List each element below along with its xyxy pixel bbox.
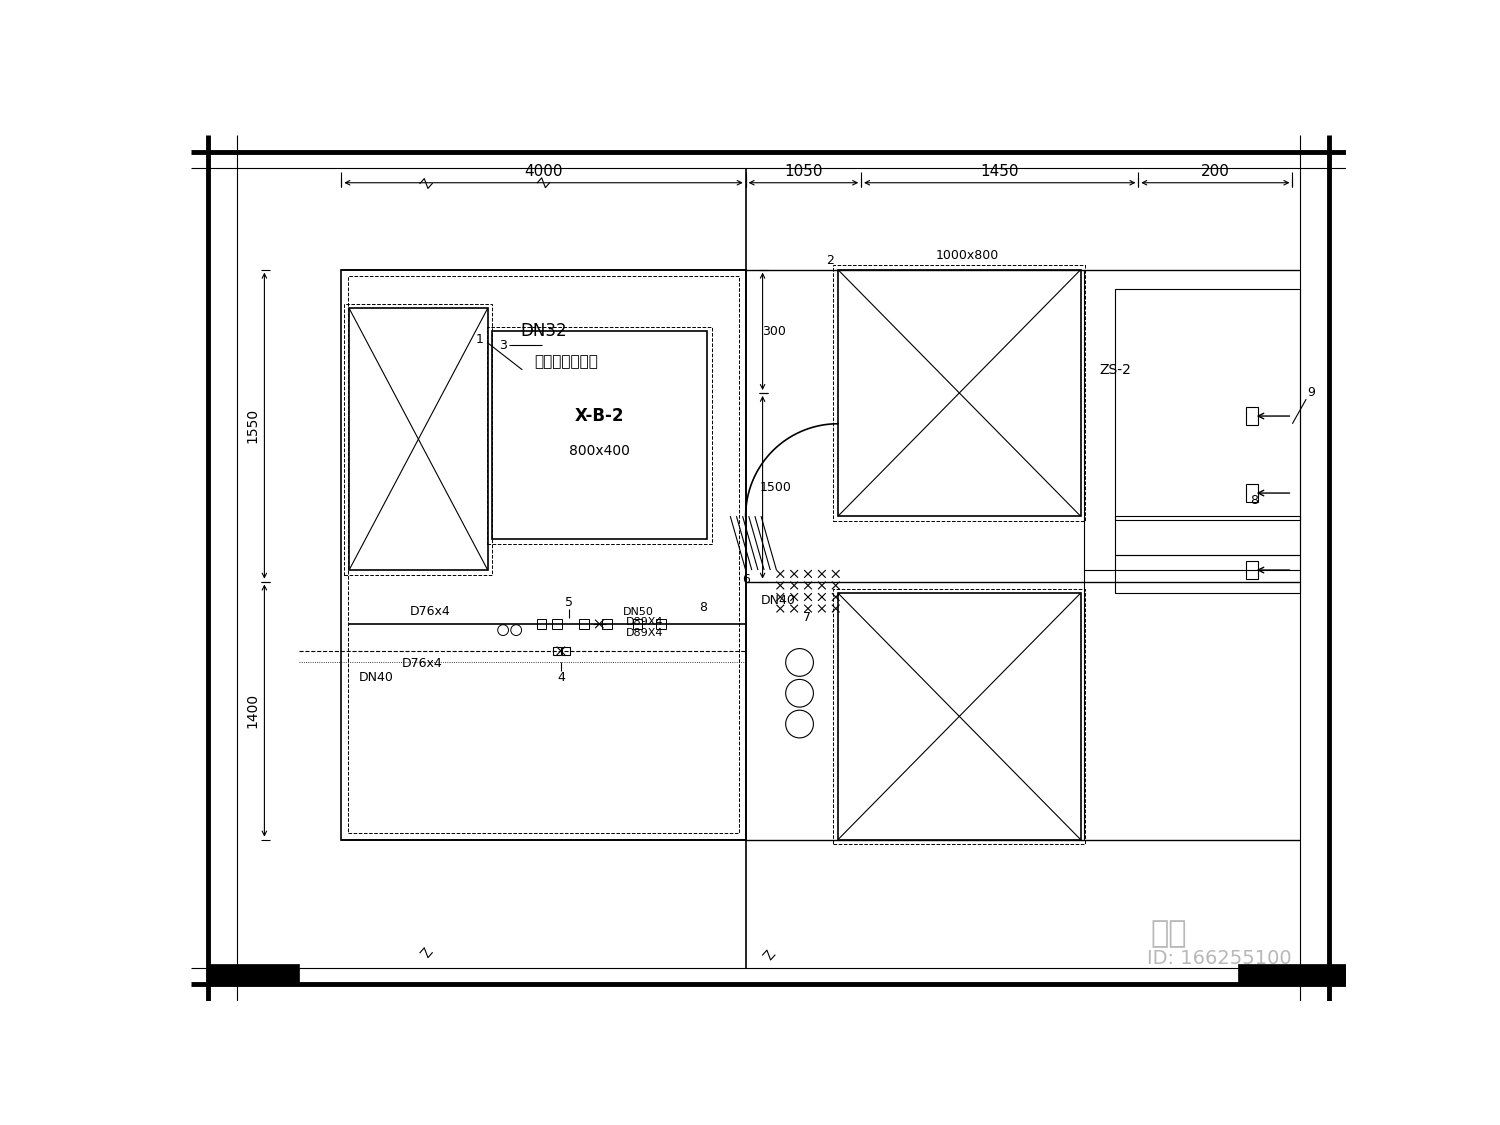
Text: 1550: 1550	[246, 408, 259, 443]
Bar	[839, 593, 1080, 839]
Bar	[209, 964, 298, 983]
Bar	[1114, 289, 1300, 520]
Text: 1050: 1050	[784, 164, 822, 180]
Text: 1: 1	[476, 333, 484, 345]
Text: 8: 8	[699, 601, 708, 613]
Bar	[350, 308, 488, 570]
Text: 空调机房（二）: 空调机房（二）	[534, 354, 598, 370]
Text: DN32: DN32	[520, 323, 567, 341]
Text: ID: 166255100: ID: 166255100	[1148, 950, 1292, 969]
Bar	[1114, 516, 1300, 555]
Text: 3: 3	[500, 339, 507, 352]
Bar	[839, 270, 1080, 516]
Text: 800x400: 800x400	[568, 443, 630, 458]
Bar	[633, 620, 642, 629]
Text: 1000x800: 1000x800	[936, 250, 999, 262]
Bar	[657, 620, 666, 629]
Text: D89X4: D89X4	[627, 616, 664, 627]
Text: 1500: 1500	[759, 480, 792, 494]
Bar	[579, 620, 588, 629]
Bar	[603, 620, 612, 629]
Text: 知本: 知本	[1150, 919, 1188, 948]
Bar	[1239, 964, 1347, 983]
Text: X-B-2: X-B-2	[574, 407, 624, 425]
Bar	[554, 647, 561, 655]
Bar	[562, 647, 570, 655]
Text: 9: 9	[1308, 387, 1316, 399]
Text: D89X4: D89X4	[627, 628, 664, 638]
Text: 5: 5	[564, 596, 573, 609]
Bar	[492, 332, 706, 539]
Text: 8: 8	[1250, 494, 1258, 507]
Text: 2: 2	[827, 254, 834, 267]
Text: 6: 6	[741, 573, 750, 586]
Bar	[1246, 407, 1257, 425]
Bar	[537, 620, 546, 629]
Text: D76x4: D76x4	[410, 605, 450, 618]
Text: 7: 7	[804, 611, 812, 624]
Text: 300: 300	[762, 325, 786, 338]
Text: DN50: DN50	[622, 606, 654, 616]
Bar	[488, 326, 712, 543]
Bar	[1246, 560, 1257, 579]
Text: 1400: 1400	[246, 693, 259, 728]
Bar	[1114, 555, 1300, 593]
Bar	[834, 588, 1084, 844]
Bar	[342, 270, 746, 839]
Text: ZS-2: ZS-2	[1100, 363, 1131, 377]
Bar	[345, 304, 492, 575]
Bar	[348, 276, 740, 834]
Text: 4000: 4000	[525, 164, 562, 180]
Bar	[1246, 484, 1257, 502]
Text: 1450: 1450	[981, 164, 1018, 180]
Text: DN40: DN40	[760, 594, 795, 608]
Text: 4: 4	[556, 672, 566, 684]
Text: D76x4: D76x4	[402, 657, 442, 669]
Text: 200: 200	[1202, 164, 1230, 180]
Text: DN40: DN40	[358, 672, 393, 684]
Bar	[552, 620, 561, 629]
Bar	[834, 266, 1084, 521]
